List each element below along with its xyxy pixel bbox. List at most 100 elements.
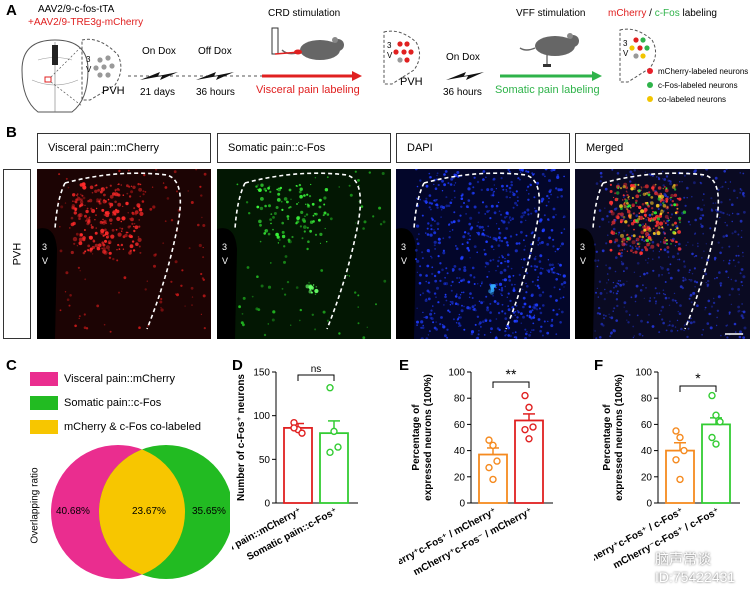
svg-text:3: 3 [623,39,628,48]
panel-f-label: F [594,357,604,374]
svg-text:V: V [387,51,393,60]
venn-mid-pct: 23.67% [132,506,166,517]
data-point [712,411,720,419]
data-point [525,435,533,443]
data-point [708,433,716,442]
y-tick-label: 80 [454,394,466,405]
mouse-crd-icon [271,27,344,60]
significance-bracket: * [679,370,717,392]
header-dapi: DAPI [396,133,570,163]
data-point [493,457,501,465]
y-axis: 0 50 100 150 [253,368,277,510]
on-dox-label-2: On Dox [446,52,480,63]
venn-legend-cfos: Somatic pain::c-Fos [30,392,201,414]
on-dox-label: On Dox [142,46,176,57]
data-point [676,475,684,484]
data-point [298,429,306,437]
data-point [489,441,497,450]
watermark: 脑声常谈 ID:75422431 [655,549,735,585]
data-point [672,456,680,464]
labeling-title: mCherry / c-Fos labeling [608,8,717,19]
somatic-arrow-head [592,71,602,81]
legend-dot-yellow-icon [647,96,653,102]
panel-c-label: C [6,357,17,374]
venn-right-pct: 35.65% [192,506,226,517]
swatch-pink-icon [30,372,58,386]
significance-label: ** [506,366,517,382]
row-label-box: PVH [3,169,31,339]
y-tick-label: 100 [635,368,652,379]
panel-d-label: D [232,357,243,374]
watermark-line2: ID:75422431 [655,569,736,585]
panel-e-label: E [399,357,410,374]
header-mcherry: Visceral pain::mCherry [37,133,211,163]
y-tick-label: 40 [641,446,653,457]
crd-stimulation-label: CRD stimulation [268,8,341,19]
y-axis-label: Number of c-Fos⁺ neurons [236,374,247,501]
y-axis-label: Percentage ofexpressed neurons (100%) [602,374,625,501]
y-tick-label: 0 [459,499,465,510]
labeling-legend: mCherry-labeled neurons c-Fos-labeled ne… [647,64,748,106]
pvh-zoom-icon-2 [383,30,420,85]
significance-label: ns [311,364,322,375]
data-point [326,384,334,392]
brain-3v-text: 3 [86,55,91,64]
y-axis: 0 20 40 60 80 100 [635,368,659,510]
svg-text:3: 3 [387,41,392,50]
venn-left-pct: 40.68% [56,506,90,517]
timeline-arrow-3 [446,72,484,80]
panel-b-label: B [6,124,17,141]
data-point [525,403,533,412]
venn-overlap [99,445,185,579]
y-tick-label: 100 [253,411,270,422]
svg-text:V: V [86,65,92,74]
pvh-label-1: PVH [102,85,125,97]
svg-text:3: 3 [222,242,227,252]
svg-text:V: V [401,256,407,266]
data-point [485,436,493,444]
legend-dot-green-icon [647,82,653,88]
bar [319,432,349,504]
data-point [712,440,720,448]
significance-label: * [695,370,701,386]
somatic-labeling-label: Somatic pain labeling [495,84,600,96]
svg-text:3: 3 [580,242,585,252]
legend-colabeled: co-labeled neurons [647,92,748,106]
mouse-vff-icon [519,33,579,67]
row-label-pvh: PVH [11,242,23,266]
svg-text:3: 3 [42,242,47,252]
y-tick-label: 20 [454,472,466,483]
pvh-zoom-icon-3 [619,28,656,83]
data-point [672,427,680,435]
duration-36-hours-2: 36 hours [443,87,482,98]
data-point [680,446,688,455]
venn-legend-mcherry: Visceral pain::mCherry [30,368,201,390]
data-point [489,475,497,484]
header-merged: Merged [575,133,750,163]
pvh-label-2: PVH [400,76,423,88]
venn-diagram [51,445,230,579]
duration-36-hours-1: 36 hours [196,87,235,98]
svg-text:V: V [222,256,228,266]
watermark-line1: 脑声常谈 [655,551,711,567]
legend-dot-red-icon [647,68,653,74]
y-tick-label: 40 [454,446,466,457]
legend-mcherry: mCherry-labeled neurons [647,64,748,78]
schematic-a: 3 V 3 V 3 [21,27,656,113]
y-tick-label: 50 [259,455,271,466]
header-cfos: Somatic pain::c-Fos [217,133,391,163]
pvh-zoom-icon-1 [81,38,122,101]
y-tick-label: 60 [454,420,466,431]
legend-cfos: c-Fos-labeled neurons [647,78,748,92]
panel-a-label: A [6,2,17,19]
off-dox-label: Off Dox [198,46,232,57]
data-point [676,433,684,442]
data-point [521,425,529,434]
y-axis-label: Percentage ofexpressed neurons (100%) [411,374,434,501]
swatch-yellow-icon [30,420,58,434]
data-point [330,427,338,436]
